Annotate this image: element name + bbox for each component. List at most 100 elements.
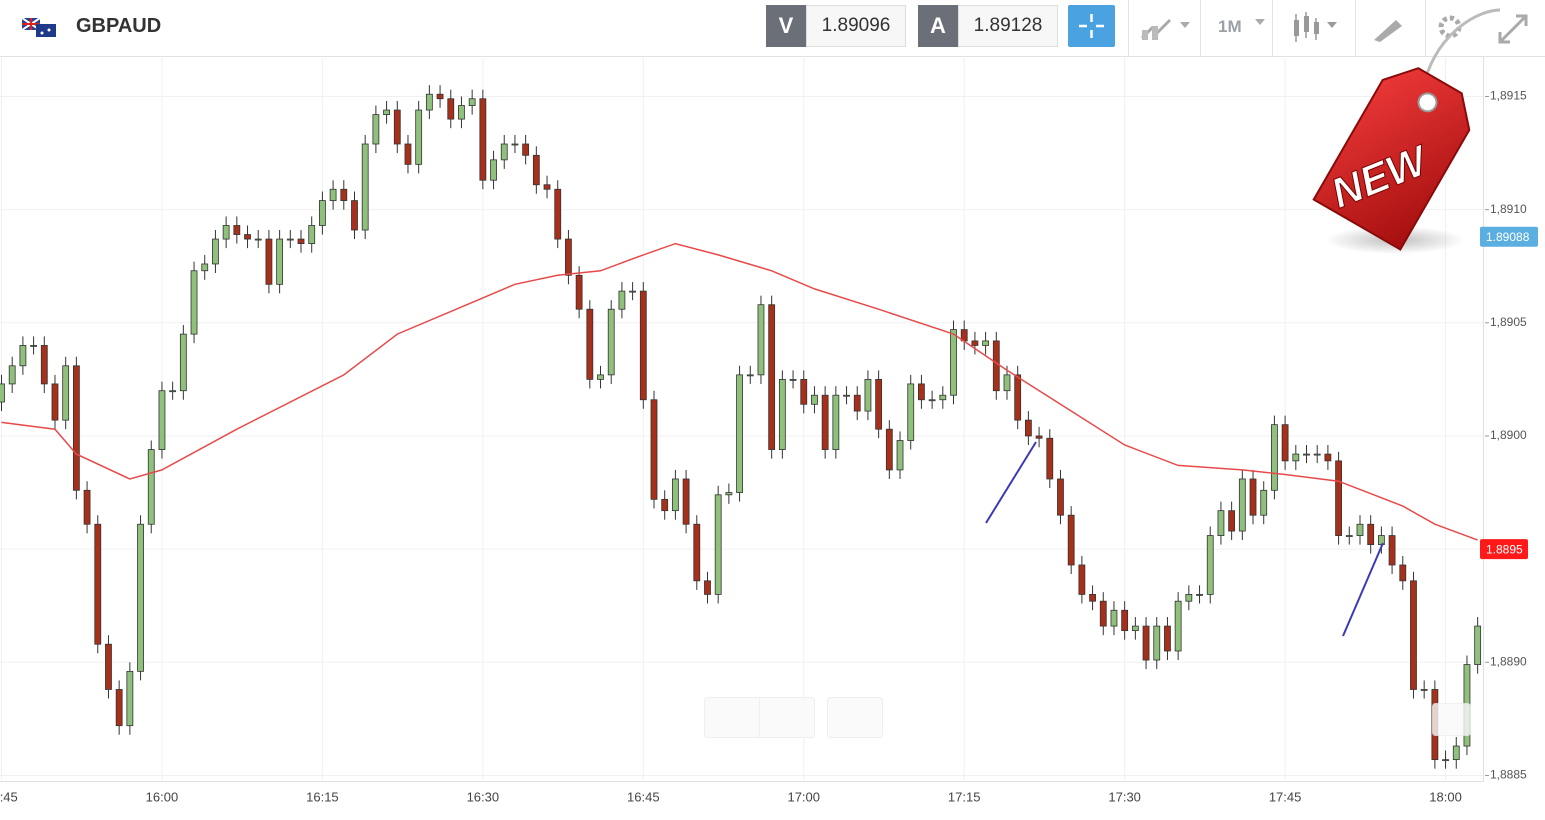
ask-label[interactable]: A [918, 5, 958, 47]
y-tick-label: 1,8910 [1490, 202, 1527, 216]
candle-body [361, 143, 369, 231]
candle-body [1174, 600, 1182, 652]
crosshair-button[interactable] [1068, 5, 1115, 47]
candle-body [992, 340, 1000, 392]
candle-body [565, 238, 572, 276]
candle-body [1003, 374, 1011, 392]
trend-line[interactable] [1342, 542, 1384, 637]
candle-body [1474, 625, 1482, 665]
candle-body [319, 200, 326, 226]
scroll-button[interactable] [1432, 703, 1471, 736]
fullscreen-button[interactable] [1498, 14, 1528, 44]
candle-body [1228, 510, 1236, 532]
candle-body [1399, 564, 1407, 582]
candle-body [233, 225, 241, 235]
candle-body [853, 394, 861, 412]
candle-body [1046, 437, 1054, 480]
candle-button[interactable] [1294, 12, 1337, 42]
candle-body [137, 523, 144, 672]
candle-body [1271, 424, 1278, 491]
candle-body [639, 290, 647, 401]
draw-button[interactable] [1374, 20, 1402, 42]
candle-body [19, 345, 27, 367]
price-marker [1480, 226, 1538, 247]
candle-body [40, 345, 48, 385]
candle-body [1110, 609, 1118, 627]
candle-body [1131, 625, 1139, 632]
candle-body [500, 143, 508, 161]
candle-body [982, 340, 990, 346]
candle-body [105, 643, 112, 690]
candle-body [907, 383, 915, 441]
candle-body [479, 98, 487, 181]
y-tick-label: 1,8900 [1490, 428, 1527, 442]
reset-button[interactable] [827, 697, 883, 738]
x-tick-label: 16:30 [467, 789, 500, 804]
candle-body [597, 374, 604, 380]
candle-body [1035, 435, 1043, 439]
x-tick-label: 16:15 [306, 789, 339, 804]
price-marker-label: 1.89088 [1486, 230, 1530, 244]
candle-body [704, 580, 711, 595]
price-marker-label: 1.8895 [1486, 542, 1523, 556]
candle-body [169, 390, 177, 393]
candle-body [0, 383, 5, 403]
candle-body [447, 98, 455, 120]
bid-price[interactable]: 1.89096 [806, 5, 906, 47]
flag-icon [22, 18, 56, 37]
candle-body [126, 670, 134, 727]
candle-body [618, 290, 626, 310]
candle-body [30, 345, 37, 347]
candle-body [1089, 594, 1096, 602]
timeframe[interactable]: 1M [1218, 17, 1242, 36]
candle-body [918, 383, 925, 401]
candle-body [458, 105, 465, 120]
candle-body [1260, 489, 1268, 516]
candle-body [393, 109, 401, 145]
bid-label[interactable]: V [766, 5, 806, 47]
candle-body [768, 304, 776, 450]
candle-body [650, 399, 658, 500]
candle-body [1324, 453, 1332, 462]
candle-body [757, 304, 765, 376]
candle-body [1057, 478, 1064, 516]
candle-body [1356, 523, 1364, 536]
chart-type-button[interactable] [1140, 18, 1190, 40]
ask-price[interactable]: 1.89128 [958, 5, 1058, 47]
candle-body [522, 143, 530, 156]
candle-body [939, 394, 947, 401]
x-tick-label: 15:45 [0, 789, 18, 804]
symbol: GBPAUD [76, 15, 162, 37]
candle-body [244, 234, 251, 240]
candle-body [1442, 759, 1449, 762]
candle-body [671, 478, 679, 512]
x-tick-label: 16:45 [627, 789, 660, 804]
candle-body [682, 478, 690, 525]
candle-body [297, 238, 305, 244]
candle-body [425, 93, 433, 111]
candle-body [586, 308, 594, 380]
x-tick-label: 17:45 [1269, 789, 1302, 804]
candle-body [286, 238, 294, 241]
candle-body [875, 378, 883, 430]
candle-body [1420, 689, 1428, 691]
candle-body [1142, 625, 1150, 661]
candle-body [1303, 453, 1310, 456]
candle-body [714, 494, 722, 595]
candle-body [308, 225, 316, 244]
candle-body [1185, 594, 1193, 602]
x-tick-label: 17:15 [948, 789, 981, 804]
candle-body [436, 93, 444, 100]
candle-body [511, 143, 519, 146]
trend-line[interactable] [985, 441, 1037, 524]
y-tick-label: 1,8885 [1490, 768, 1527, 782]
candle-body [190, 270, 198, 335]
candle-body [212, 238, 219, 265]
candle-body [821, 394, 829, 450]
candle-body [265, 238, 273, 285]
candle-body [72, 365, 80, 491]
candle-body [736, 374, 743, 493]
candle-body [661, 498, 669, 512]
